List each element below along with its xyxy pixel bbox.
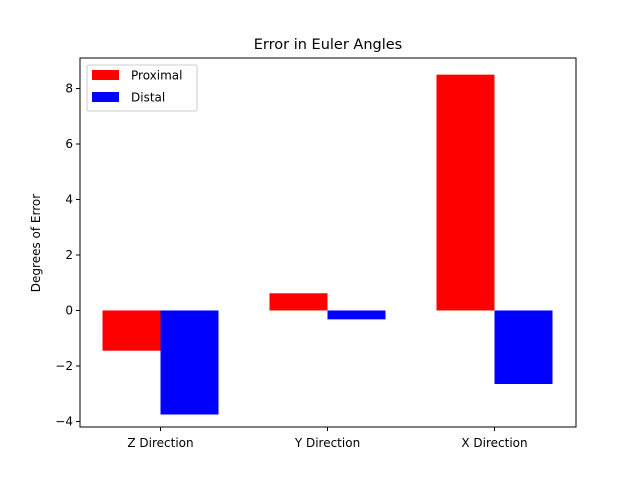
bar-proximal-z-direction — [102, 310, 161, 351]
x-tick-label: X Direction — [461, 436, 527, 450]
legend-swatch-proximal — [92, 70, 119, 80]
y-axis-label: Degrees of Error — [29, 194, 43, 292]
chart-title: Error in Euler Angles — [254, 37, 402, 53]
bars-group — [102, 74, 553, 415]
y-axis-ticks: −4 −2 0 2 4 6 8 — [55, 82, 80, 428]
bar-proximal-x-direction — [436, 74, 495, 311]
y-tick-label: −4 — [55, 414, 73, 428]
x-tick-label: Z Direction — [127, 436, 193, 450]
y-tick-label: 0 — [65, 303, 73, 317]
legend-label-proximal: Proximal — [131, 69, 182, 83]
x-axis-ticks: Z Direction Y Direction X Direction — [127, 427, 528, 450]
bar-distal-x-direction — [494, 310, 553, 384]
bar-distal-y-direction — [327, 310, 386, 320]
y-tick-label: 6 — [65, 137, 73, 151]
x-tick-label: Y Direction — [294, 436, 360, 450]
y-tick-label: 4 — [65, 192, 73, 206]
legend-label-distal: Distal — [131, 91, 165, 105]
y-tick-label: −2 — [55, 359, 73, 373]
legend: Proximal Distal — [86, 64, 198, 112]
bar-distal-z-direction — [160, 310, 219, 415]
y-tick-label: 8 — [65, 82, 73, 96]
bar-proximal-y-direction — [269, 293, 328, 311]
y-tick-label: 2 — [65, 248, 73, 262]
legend-swatch-distal — [92, 92, 119, 102]
